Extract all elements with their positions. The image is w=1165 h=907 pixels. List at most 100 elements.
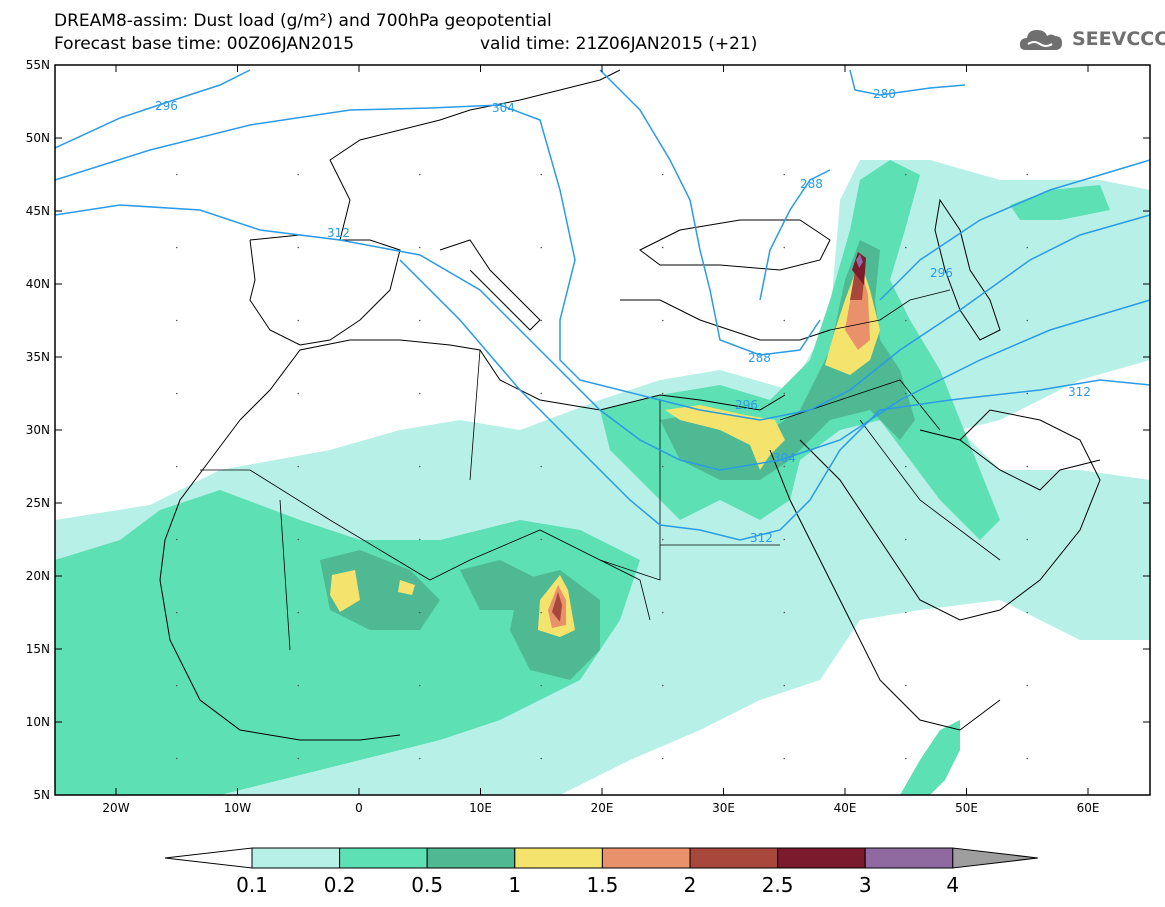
lat-label: 45N [26, 204, 50, 218]
colorbar-swatch [777, 847, 866, 869]
valid-time: valid time: 21Z06JAN2015 (+21) [480, 34, 758, 54]
grid-dot [297, 319, 300, 322]
grid-dot [904, 684, 907, 687]
grid-dot [783, 246, 786, 249]
grid-dot [783, 757, 786, 760]
grid-dot [1026, 319, 1029, 322]
lat-label: 55N [26, 58, 50, 72]
coastline-iberia [249, 239, 401, 346]
colorbar-min-arrow [164, 847, 253, 869]
grid-dots [175, 173, 1029, 760]
lon-axis: 20W 10W 0 10E 20E 30E 40E 50E 60E [102, 65, 1099, 815]
grid-dot [175, 392, 178, 395]
lon-label: 30E [712, 801, 735, 815]
contour-line [55, 69, 251, 149]
grid-dot [418, 465, 421, 468]
grid-dot [297, 465, 300, 468]
lon-label: 10W [224, 801, 251, 815]
lon-label: 0 [355, 801, 363, 815]
grid-dot [661, 246, 664, 249]
grid-dot [540, 538, 543, 541]
grid-dot [904, 246, 907, 249]
lat-label: 15N [26, 642, 50, 656]
grid-dot [783, 392, 786, 395]
contour-label: 304 [492, 101, 515, 115]
lat-label: 20N [26, 569, 50, 583]
grid-dot [1026, 538, 1029, 541]
grid-dot [661, 465, 664, 468]
contour-line [55, 204, 1150, 471]
logo-text: SEEVCCC [1072, 28, 1165, 50]
coastline-black-sea [639, 219, 831, 271]
lat-axis: 55N 50N 45N 40N 35N 30N 25N 20N 15N 10N 5N [26, 58, 1150, 802]
contour-line [759, 169, 831, 301]
lon-label: 20E [591, 801, 614, 815]
map-title: DREAM8-assim: Dust load (g/m²) and 700hP… [54, 11, 552, 31]
grid-dot [540, 465, 543, 468]
grid-dot [297, 392, 300, 395]
dust-field [55, 160, 1150, 795]
contour-line [879, 159, 1150, 301]
grid-dot [418, 246, 421, 249]
colorbar-label: 0.5 [411, 873, 443, 897]
lon-label: 40E [834, 801, 857, 815]
grid-dot [175, 757, 178, 760]
grid-dot [1026, 757, 1029, 760]
dust-region-orange [845, 265, 870, 350]
grid-dot [1026, 392, 1029, 395]
grid-dot [1026, 465, 1029, 468]
colorbar-label: 0.2 [324, 873, 356, 897]
lat-label: 25N [26, 496, 50, 510]
grid-dot [540, 246, 543, 249]
grid-dot [175, 465, 178, 468]
grid-dot [1026, 684, 1029, 687]
grid-dot [175, 684, 178, 687]
contour-line [55, 104, 1150, 421]
grid-dot [175, 319, 178, 322]
grid-dot [418, 538, 421, 541]
border-sahara [200, 349, 780, 651]
grid-dot [904, 173, 907, 176]
lat-label: 40N [26, 277, 50, 291]
grid-dot [540, 319, 543, 322]
contour-label: 296 [155, 99, 178, 113]
contour-label: 304 [773, 451, 796, 465]
grid-dot [297, 684, 300, 687]
contour-label: 296 [735, 398, 758, 412]
grid-dot [783, 465, 786, 468]
grid-dot [175, 538, 178, 541]
grid-dot [783, 173, 786, 176]
grid-dot [418, 319, 421, 322]
cloud-icon [1019, 30, 1062, 50]
coastline-north-africa [239, 339, 786, 421]
lat-label: 5N [33, 788, 50, 802]
grid-dot [904, 392, 907, 395]
grid-dot [783, 319, 786, 322]
geopotential-contours [55, 69, 1150, 541]
grid-dot [418, 392, 421, 395]
grid-dot [661, 757, 664, 760]
dust-region-dark [460, 560, 540, 610]
lon-label: 20W [102, 801, 129, 815]
coastline-anatolia [620, 299, 831, 341]
grid-dot [418, 684, 421, 687]
grid-dot [904, 757, 907, 760]
colorbar-max-arrow [952, 847, 1038, 869]
contour-label: 296 [930, 266, 953, 280]
contour-line [399, 259, 1150, 541]
grid-dot [661, 538, 664, 541]
dust-region-yellow [665, 405, 785, 470]
grid-dot [661, 611, 664, 614]
contour-label: 288 [800, 177, 823, 191]
grid-dot [661, 392, 664, 395]
lat-label: 35N [26, 350, 50, 364]
grid-dot [418, 757, 421, 760]
lon-label: 50E [955, 801, 978, 815]
coastline-italy [439, 239, 541, 331]
colorbar-swatch [601, 847, 691, 869]
colorbar-swatch [689, 847, 779, 869]
grid-dot [904, 319, 907, 322]
grid-dot [1026, 246, 1029, 249]
grid-dot [1026, 611, 1029, 614]
grid-dot [661, 319, 664, 322]
